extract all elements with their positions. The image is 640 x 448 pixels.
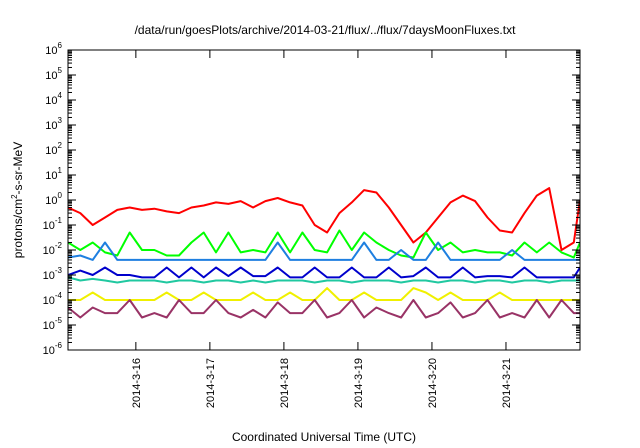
series-line-3 — [68, 241, 580, 261]
series-line-7 — [68, 299, 580, 319]
y-axis-title: protons/cm2-s-sr-MeV — [10, 142, 25, 258]
y-axis: 10-6 10-5 10-4 10-3 10-2 10-1 100 101 102 103 104 1… — [43, 41, 580, 357]
y-tick-label: 10-4 — [43, 291, 63, 307]
y-tick-label: 101 — [45, 166, 62, 182]
series-line-4 — [68, 266, 580, 279]
x-tick-label: 2014-3-17 — [205, 358, 217, 408]
y-tick-label: 106 — [45, 41, 62, 57]
y-tick-label: 105 — [45, 66, 62, 82]
y-tick-label: 100 — [45, 191, 62, 207]
series-line-1 — [68, 187, 580, 251]
y-tick-label: 10-1 — [43, 216, 63, 232]
y-tick-label: 10-2 — [43, 241, 63, 257]
series-line-6 — [68, 287, 580, 301]
x-tick-label: 2014-3-21 — [501, 358, 513, 408]
x-axis-title: Coordinated Universal Time (UTC) — [232, 430, 416, 444]
x-tick-label: 2014-3-19 — [353, 358, 365, 408]
x-tick-label: 2014-3-18 — [279, 358, 291, 408]
chart-title: /data/run/goesPlots/archive/2014-03-21/f… — [135, 23, 517, 37]
y-tick-label: 104 — [45, 91, 62, 107]
y-tick-label: 10-5 — [43, 316, 63, 332]
series-line-2 — [68, 229, 580, 259]
plot-frame — [67, 49, 581, 351]
x-axis: 2014-3-16 2014-3-17 2014-3-18 2014-3-19 2014… — [131, 50, 513, 408]
y-tick-label: 102 — [45, 141, 62, 157]
y-tick-label: 10-6 — [43, 341, 63, 357]
x-tick-label: 2014-3-16 — [131, 358, 143, 408]
y-tick-label: 103 — [45, 116, 62, 132]
y-tick-label: 10-3 — [43, 266, 63, 282]
x-tick-label: 2014-3-20 — [427, 358, 439, 408]
series-line-5 — [68, 276, 580, 284]
series-layer — [68, 187, 580, 319]
